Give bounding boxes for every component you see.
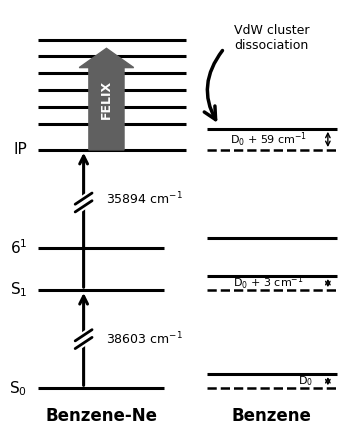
Text: D$_0$ + 3 cm$^{-1}$: D$_0$ + 3 cm$^{-1}$	[233, 274, 303, 292]
Text: IP: IP	[14, 142, 27, 158]
Text: VdW cluster
dissociation: VdW cluster dissociation	[234, 24, 310, 52]
Text: D$_0$ + 59 cm$^{-1}$: D$_0$ + 59 cm$^{-1}$	[230, 130, 307, 149]
Text: S$_0$: S$_0$	[9, 379, 27, 397]
Text: D$_0$: D$_0$	[298, 374, 313, 388]
Text: S$_1$: S$_1$	[10, 281, 27, 300]
Text: Benzene-Ne: Benzene-Ne	[45, 407, 157, 426]
Text: 35894 cm$^{-1}$: 35894 cm$^{-1}$	[106, 191, 183, 207]
Text: 38603 cm$^{-1}$: 38603 cm$^{-1}$	[106, 331, 183, 347]
Text: 6$^1$: 6$^1$	[10, 239, 27, 257]
FancyArrow shape	[79, 48, 134, 150]
Text: Benzene: Benzene	[232, 407, 312, 426]
Text: FELIX: FELIX	[100, 80, 113, 119]
